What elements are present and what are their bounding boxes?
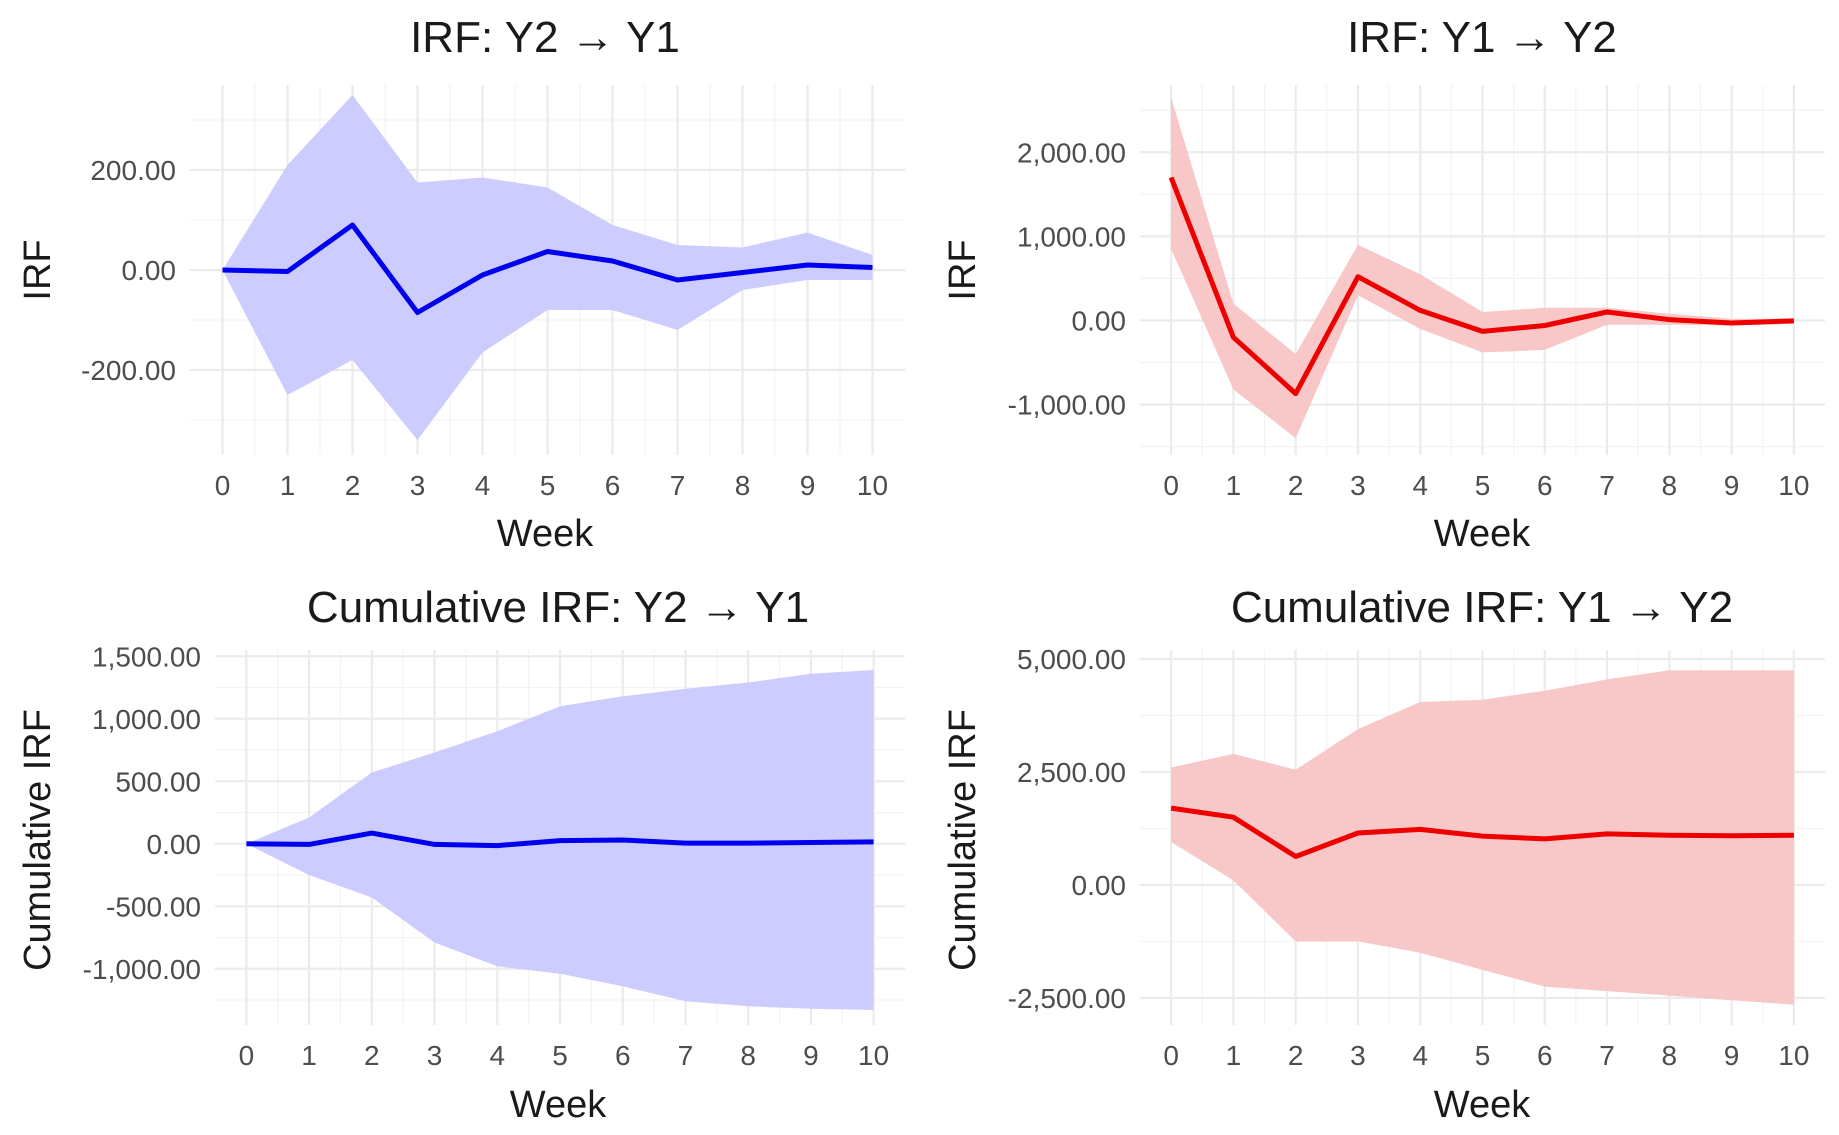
x-tick-label: 10 [857,470,888,501]
y-tick-label: 500.00 [115,766,201,797]
irf-line [1168,176,1794,397]
y-tick-label: 0.00 [147,829,202,860]
x-tick-label: 2 [1288,1040,1304,1071]
y-tick-label: 5,000.00 [1017,644,1126,675]
y-tick-label: -1,000.00 [83,954,201,985]
y-tick-label: 1,000.00 [1017,221,1126,252]
x-tick-label: 5 [540,470,556,501]
x-tick-label: 1 [280,470,296,501]
x-tick-label: 8 [1662,470,1678,501]
y-tick-label: 1,500.00 [92,641,201,672]
x-tick-label: 0 [1163,1040,1179,1071]
x-tick-label: 1 [1226,1040,1242,1071]
x-tick-label: 8 [735,470,751,501]
x-tick-label: 6 [615,1040,631,1071]
panel-title: Cumulative IRF: Y1 → Y2 [1231,583,1733,632]
x-tick-label: 9 [800,470,816,501]
x-tick-label: 7 [1599,470,1615,501]
irf-line [222,222,873,315]
panel-title: Cumulative IRF: Y2 → Y1 [307,583,809,632]
x-tick-label: 3 [410,470,426,501]
y-axis-title: IRF [17,239,59,300]
y-tick-label: 0.00 [1072,305,1127,336]
x-tick-label: 4 [475,470,491,501]
x-tick-label: 3 [1350,470,1366,501]
panel-irf-y1-to-y2: 0 1 2 3 4 5 6 7 8 9 10 -1,000.00 0.00 1,000.00 2,000.0… [942,13,1825,555]
y-tick-label: -500.00 [106,891,201,922]
x-axis-title: Week [1434,1084,1531,1126]
x-tick-label: 8 [1662,1040,1678,1071]
x-tick-label: 8 [740,1040,756,1071]
confidence-band [222,95,873,440]
x-tick-label: 10 [1778,1040,1809,1071]
x-tick-label: 9 [1724,1040,1740,1071]
x-tick-label: 0 [1163,470,1179,501]
panel-cumulative-irf-y1-to-y2: 0 1 2 3 4 5 6 7 8 9 10 -2,500.00 0.00 2,500.00 5,000.0… [942,583,1825,1126]
x-tick-label: 1 [1226,470,1242,501]
y-tick-label: 2,500.00 [1017,757,1126,788]
x-tick-label: 2 [345,470,361,501]
x-axis-title: Week [510,1084,607,1126]
panel-cumulative-irf-y2-to-y1: 0 1 2 3 4 5 6 7 8 9 10 -1,000.00 -500.00 0.00 500.00 1,… [17,583,905,1126]
irf-line [1170,805,1794,859]
x-tick-label: 4 [1412,470,1428,501]
x-axis-title: Week [1434,513,1531,555]
irf-line [246,830,874,849]
x-tick-label: 7 [670,470,686,501]
x-tick-label: 6 [1537,470,1553,501]
x-tick-label: 7 [1599,1040,1615,1071]
y-tick-label: 0.00 [1072,870,1127,901]
y-axis-title: Cumulative IRF [942,709,984,971]
x-tick-label: 5 [1475,1040,1491,1071]
panel-title: IRF: Y2 → Y1 [410,13,680,62]
x-tick-label: 9 [803,1040,819,1071]
y-tick-label: 200.00 [90,155,176,186]
panel-irf-y2-to-y1: 0 1 2 3 4 5 6 7 8 9 10 -200.00 0.00 200.00 IRF: Y2 → … [17,13,905,555]
y-tick-label: 2,000.00 [1017,137,1126,168]
x-tick-label: 3 [427,1040,443,1071]
y-tick-label: -1,000.00 [1008,390,1126,421]
x-axis-title: Week [497,513,594,555]
x-tick-label: 2 [364,1040,380,1071]
x-tick-label: 6 [605,470,621,501]
x-tick-label: 1 [301,1040,317,1071]
x-tick-label: 4 [1412,1040,1428,1071]
x-tick-label: 6 [1537,1040,1553,1071]
y-axis-title: IRF [942,239,984,300]
x-tick-label: 10 [858,1040,889,1071]
x-tick-label: 5 [1475,470,1491,501]
x-tick-label: 2 [1288,470,1304,501]
x-tick-label: 0 [239,1040,255,1071]
panel-title: IRF: Y1 → Y2 [1347,13,1617,62]
x-tick-label: 5 [552,1040,568,1071]
x-tick-label: 7 [678,1040,694,1071]
y-axis-title: Cumulative IRF [17,709,59,971]
x-tick-label: 3 [1350,1040,1366,1071]
x-tick-label: 4 [489,1040,505,1071]
x-tick-label: 10 [1778,470,1809,501]
y-tick-label: -2,500.00 [1008,983,1126,1014]
confidence-band [1171,97,1794,439]
x-tick-label: 0 [215,470,231,501]
y-tick-label: 0.00 [122,255,177,286]
y-tick-label: -200.00 [81,355,176,386]
x-tick-label: 9 [1724,470,1740,501]
y-tick-label: 1,000.00 [92,704,201,735]
